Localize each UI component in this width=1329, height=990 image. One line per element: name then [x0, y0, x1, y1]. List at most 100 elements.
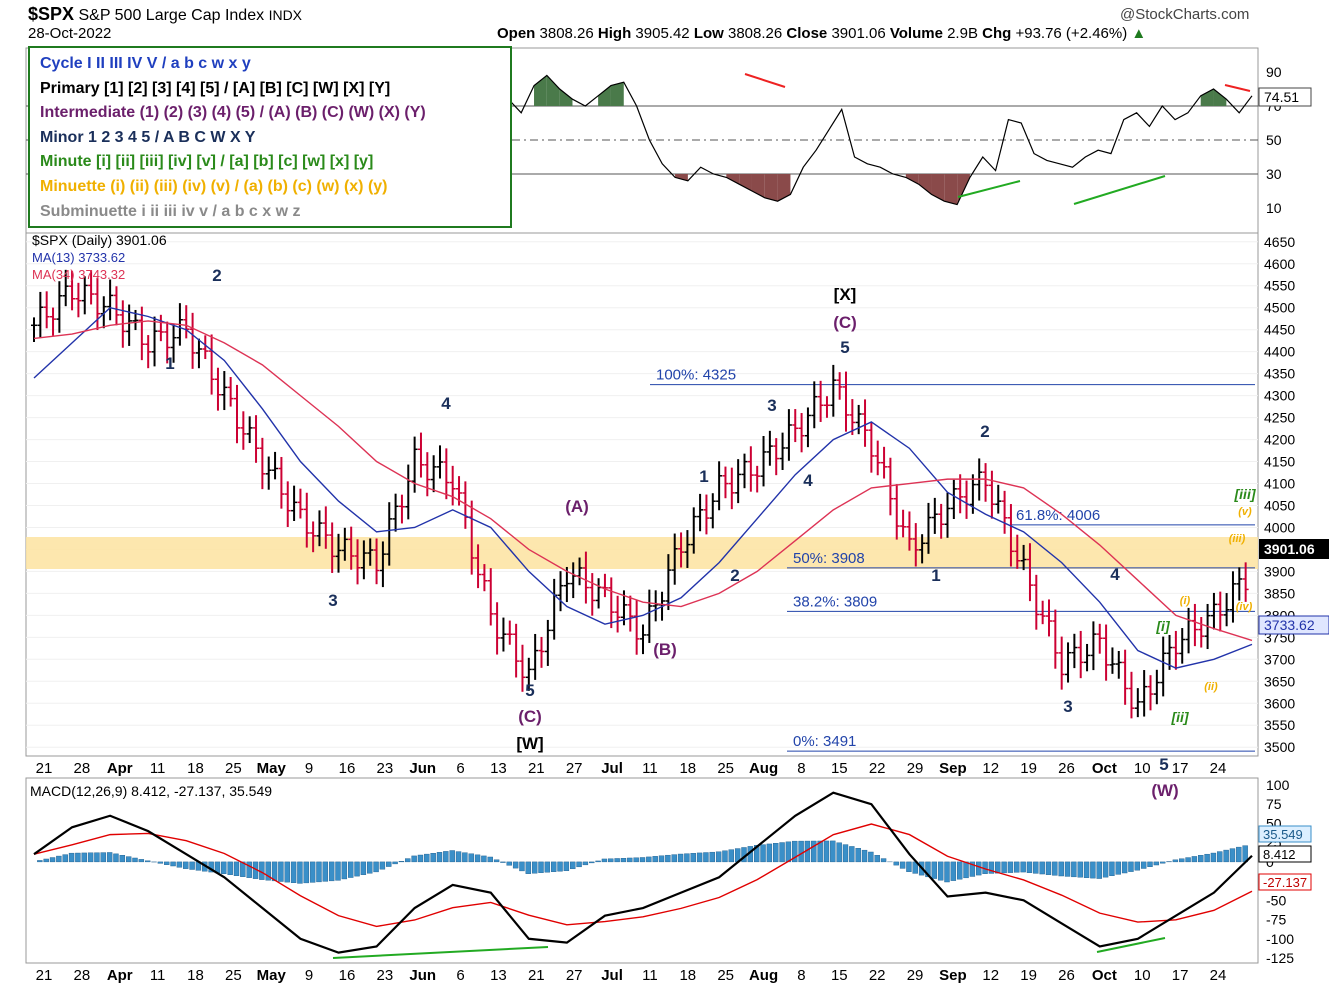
rsi-tag-text: 74.51	[1264, 89, 1299, 105]
x-axis: 21 21 28 28 Apr Apr 11 11 18 18 25 25 May May 9 9 16 16 23…	[36, 760, 1227, 984]
macd-layer: 1007550250-25-50-75-100-125	[33, 777, 1294, 966]
high-value: 3905.42	[635, 25, 690, 42]
rsi-overbought-fill	[559, 89, 573, 106]
price-x-tick: 17	[1172, 760, 1189, 777]
wave-degree-legend: Cycle I II III IV V / a b c w x y Primar…	[28, 46, 512, 228]
macd-histogram-bar	[703, 852, 709, 863]
price-x-tick: 12	[982, 760, 999, 777]
macd-histogram-bar	[1121, 861, 1128, 874]
macd-x-tick: 24	[1210, 967, 1227, 984]
macd-histogram-bar	[443, 851, 449, 863]
macd-histogram-bar	[322, 861, 329, 882]
macd-histogram-bar	[1210, 852, 1217, 863]
macd-histogram-bar	[278, 861, 284, 882]
rsi-overbought-fill	[546, 75, 560, 106]
price-x-tick: 13	[490, 760, 507, 777]
macd-histogram-bar	[1159, 861, 1166, 864]
macd-histogram-bar	[1033, 861, 1039, 874]
legend-row-cycle: Cycle I II III IV V / a b c w x y	[40, 55, 251, 72]
wave-label: [W]	[516, 734, 543, 753]
price-x-tick: Sep	[939, 760, 967, 777]
rsi-oversold-fill	[764, 174, 778, 202]
macd-histogram-bar	[785, 841, 792, 863]
macd-histogram-bar	[893, 861, 899, 866]
macd-histogram-bar	[1172, 859, 1179, 863]
price-x-tick: 29	[907, 760, 924, 777]
price-y-tick: 4100	[1264, 476, 1295, 492]
rsi-oversold-fill	[726, 174, 740, 185]
macd-histogram-bar	[614, 858, 620, 863]
macd-x-tick: 6	[456, 967, 464, 984]
price-x-tick: Jun	[409, 760, 436, 777]
macd-histogram-bar	[1179, 858, 1185, 863]
macd-histogram-bar	[1185, 857, 1191, 863]
macd-histogram-bar	[779, 842, 785, 863]
macd-histogram-bar	[563, 861, 570, 872]
wave-label: 1	[699, 467, 708, 486]
macd-histogram-bar	[373, 861, 379, 873]
macd-histogram-bar	[170, 861, 176, 867]
macd-histogram-bar	[132, 857, 138, 863]
macd-histogram-bar	[1020, 861, 1026, 873]
macd-x-tick: Sep	[939, 967, 967, 984]
open-label: Open	[497, 25, 536, 42]
rsi-overbought-fill	[1200, 89, 1214, 106]
macd-y-tick: -100	[1266, 931, 1294, 947]
macd-histogram-bar	[1191, 856, 1198, 863]
macd-histogram-bar	[1096, 861, 1102, 879]
macd-histogram-bar	[1223, 849, 1229, 863]
macd-histogram-bar	[1045, 861, 1052, 875]
macd-histogram-bar	[227, 861, 233, 875]
macd-histogram-bar	[1153, 861, 1160, 866]
rsi-layer: 9070503010	[26, 64, 1282, 216]
macd-histogram-bar	[677, 853, 684, 863]
legend-row-minor: Minor 1 2 3 4 5 / A B C W X Y	[40, 128, 256, 146]
ma-tag	[1258, 615, 1329, 635]
wave-label: 3	[328, 591, 337, 610]
macd-histogram-bar	[487, 856, 493, 863]
open-value: 3808.26	[539, 25, 594, 42]
price-x-tick: 16	[339, 760, 356, 777]
macd-histogram-bar	[1007, 861, 1014, 873]
macd-histogram-bar	[271, 861, 278, 882]
macd-histogram-bar	[87, 852, 94, 863]
macd-histogram-bar	[138, 859, 145, 863]
macd-histogram-bar	[113, 853, 119, 863]
price-x-tick: 22	[869, 760, 886, 777]
macd-label: MACD(12,26,9) 8.412, -27.137, 35.549	[30, 783, 272, 799]
macd-histogram-bar	[1147, 861, 1153, 867]
price-x-tick: 11	[642, 760, 658, 777]
legend-row-minuette: Minuette (i) (ii) (iii) (iv) (v) / (a) (…	[40, 177, 388, 195]
price-y-tick: 3600	[1264, 695, 1295, 711]
rsi-oversold-fill	[751, 174, 765, 198]
macd-histogram-bar	[405, 858, 411, 863]
macd-x-tick: 27	[566, 967, 583, 984]
macd-histogram-bar	[354, 861, 360, 877]
macd-histogram-bar	[519, 861, 525, 872]
rsi-oversold-fill	[944, 174, 958, 205]
macd-histogram-bar	[309, 861, 316, 883]
macd-x-tick: Apr	[107, 967, 133, 984]
price-y-tick: 3500	[1264, 739, 1295, 755]
macd-histogram-bar	[506, 861, 512, 866]
wave-label: 5	[1159, 755, 1168, 774]
price-y-tick: 4400	[1264, 344, 1295, 360]
macd-histogram-bar	[963, 861, 969, 879]
macd-histogram-bar	[100, 852, 106, 863]
macd-x-tick: 18	[679, 967, 696, 984]
macd-histogram-bar	[880, 858, 887, 863]
macd-histogram-bar	[646, 856, 652, 863]
y-axis: 4650 4600 4550 4500 4450 4400 4350 4300 4250 4200…	[1264, 234, 1295, 755]
chart-date: 28-Oct-2022	[28, 25, 112, 42]
fib-layer: 100%: 4325 61.8%: 4006 50%: 3908 38.2%: 380…	[650, 367, 1255, 752]
macd-histogram-bar	[944, 861, 950, 883]
macd-histogram-bar	[709, 851, 715, 863]
index-name: S&P 500 Large Cap Index	[78, 7, 265, 24]
rsi-divergence-red	[744, 73, 786, 88]
signal-tag-text: -27.137	[1263, 875, 1307, 890]
hist-tag-text: 35.549	[1263, 827, 1303, 842]
macd-histogram-bar	[601, 858, 608, 863]
price-x-tick: 26	[1058, 760, 1075, 777]
fib-label-f618: 61.8%: 4006	[1016, 507, 1100, 524]
price-y-tick: 3900	[1264, 563, 1295, 579]
